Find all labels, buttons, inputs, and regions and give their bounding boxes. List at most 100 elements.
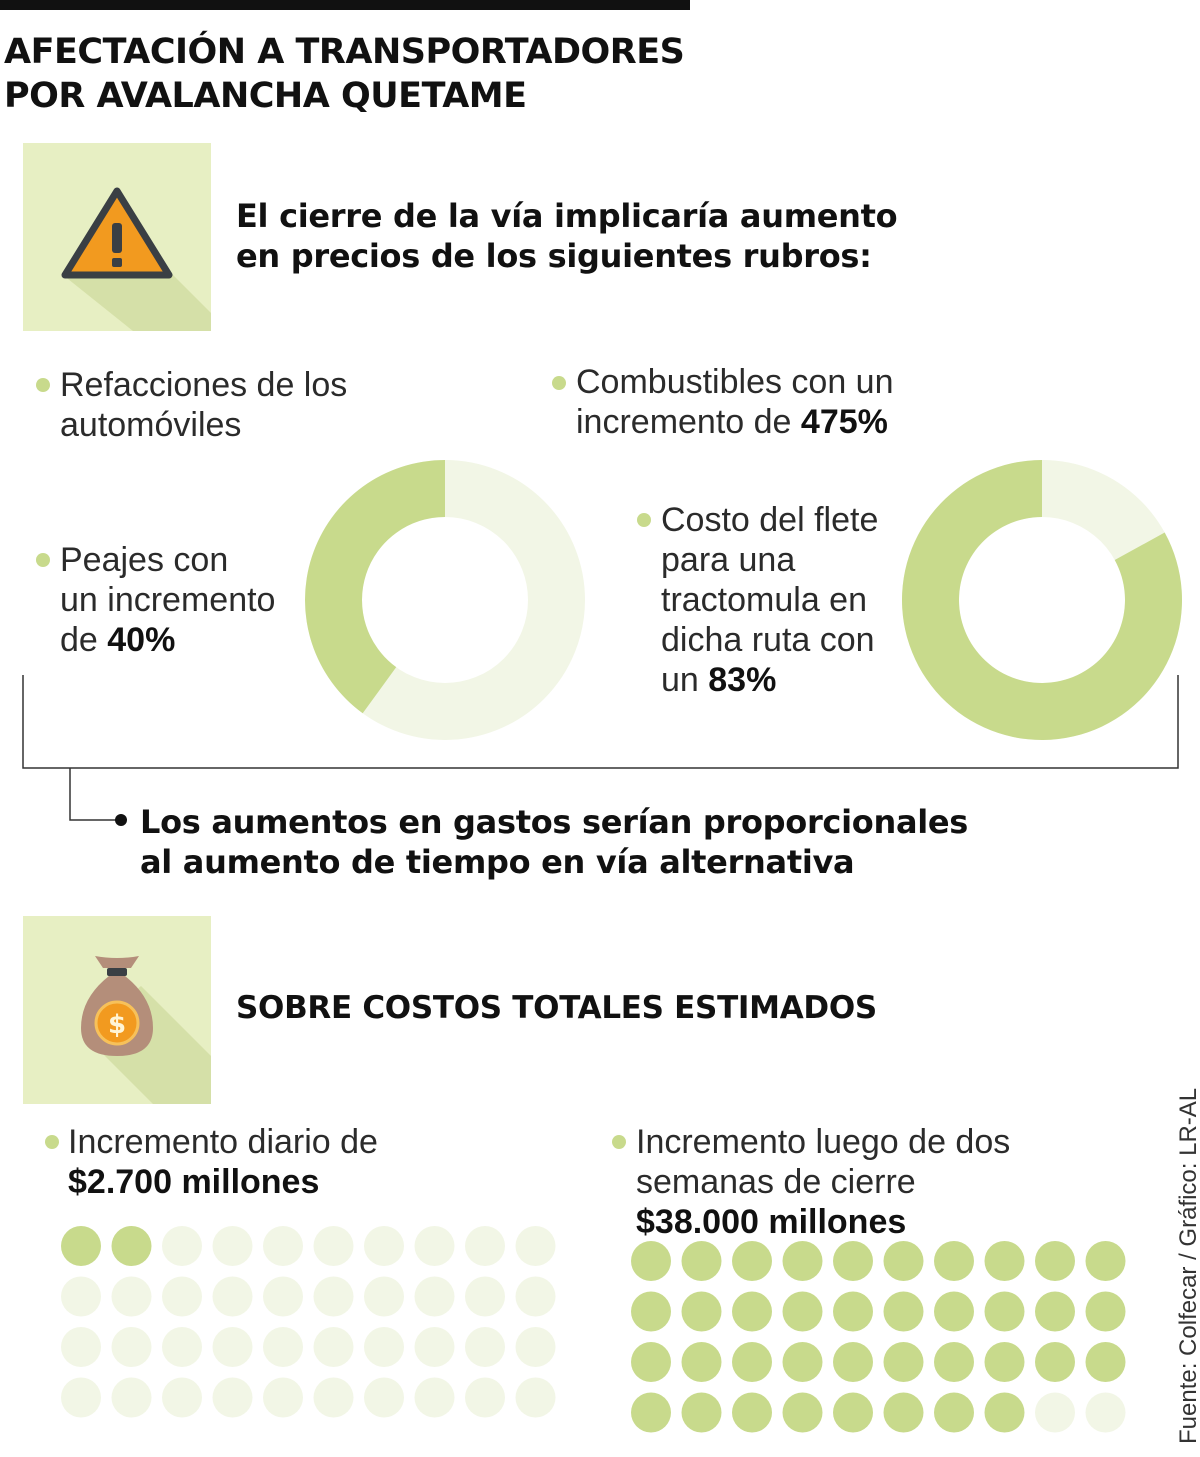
grid-dot-empty: [313, 1276, 354, 1317]
grid-dot-empty: [1085, 1392, 1126, 1433]
grid-dot-filled: [631, 1241, 671, 1281]
cost-daily: Incremento diario de $2.700 millones: [68, 1122, 378, 1202]
grid-dot-empty: [111, 1327, 152, 1367]
grid-dot-filled: [681, 1342, 722, 1382]
grid-dot-empty: [515, 1377, 556, 1418]
grid-dot-filled: [631, 1291, 671, 1332]
top-rule: [0, 0, 690, 10]
grid-dot-empty: [313, 1327, 354, 1367]
grid-dot-filled: [681, 1291, 722, 1332]
item-combustibles-value: 475%: [800, 403, 888, 441]
section2-heading: SOBRE COSTOS TOTALES ESTIMADOS: [236, 990, 877, 1026]
item-flete-line-4: dicha ruta con: [661, 621, 875, 659]
grid-dot-empty: [212, 1327, 253, 1367]
grid-dot-filled: [833, 1241, 873, 1281]
grid-dot-empty: [212, 1226, 253, 1266]
item-refacciones-line-2: automóviles: [60, 406, 242, 444]
svg-text:$: $: [108, 1010, 126, 1040]
grid-dot-empty: [313, 1377, 354, 1418]
grid-dot-filled: [732, 1392, 772, 1433]
item-flete-line-3: tractomula en: [661, 581, 867, 619]
grid-dot-filled: [1085, 1342, 1126, 1382]
grid-dot-filled: [782, 1241, 823, 1281]
item-combustibles-line-2: incremento de 475%: [576, 402, 894, 442]
grid-dot-empty: [263, 1327, 303, 1367]
grid-dot-filled: [111, 1226, 152, 1266]
money-bag-icon: $: [81, 956, 211, 1104]
cost-two-weeks: Incremento luego de dos semanas de cierr…: [636, 1122, 1010, 1242]
title-line-2: POR AVALANCHA QUETAME: [4, 76, 527, 116]
donut-slice-value: [902, 460, 1182, 740]
summary-line-2: al aumento de tiempo en vía alternativa: [140, 843, 855, 881]
item-peajes-line-1: Peajes con: [60, 541, 229, 579]
item-flete-line-5: un 83%: [661, 660, 878, 700]
grid-dot-filled: [833, 1342, 873, 1382]
grid-dot-empty: [465, 1377, 505, 1418]
grid-dot-empty: [162, 1226, 202, 1266]
grid-dot-empty: [364, 1226, 404, 1266]
item-combustibles-line-2-text: incremento de: [576, 403, 801, 441]
title-line-1: AFECTACIÓN A TRANSPORTADORES: [4, 32, 685, 72]
item-flete: Costo del flete para una tractomula en d…: [661, 500, 878, 700]
grid-dot-filled: [681, 1241, 722, 1281]
bullet-dot: [36, 378, 50, 392]
grid-dot-empty: [465, 1226, 505, 1266]
item-flete-value: 83%: [708, 661, 777, 699]
summary-line-1: Los aumentos en gastos serían proporcion…: [140, 803, 969, 841]
donut-chart-peajes: [305, 460, 585, 740]
item-peajes-line-3-text: de: [60, 621, 108, 659]
grid-dot-filled: [782, 1291, 823, 1332]
grid-dot-filled: [1035, 1291, 1075, 1332]
grid-dot-empty: [162, 1276, 202, 1317]
grid-dot-filled: [934, 1291, 974, 1332]
cost-two-weeks-value: $38.000 millones: [636, 1203, 907, 1241]
grid-dot-empty: [263, 1377, 303, 1418]
grid-dot-empty: [414, 1327, 455, 1367]
grid-dot-filled: [1085, 1241, 1126, 1281]
grid-dot-filled: [934, 1392, 974, 1433]
grid-dot-filled: [732, 1291, 772, 1332]
source-credit: Fuente: Colfecar / Gráfico: LR-AL: [1175, 1087, 1200, 1444]
grid-dot-filled: [833, 1291, 873, 1332]
grid-dot-empty: [212, 1276, 253, 1317]
section1-heading-line-2: en precios de los siguientes rubros:: [236, 237, 872, 275]
grid-dot-filled: [883, 1342, 924, 1382]
grid-dot-filled: [984, 1392, 1025, 1433]
cost-daily-line-1: Incremento diario de: [68, 1123, 378, 1161]
grid-dot-empty: [61, 1327, 101, 1367]
summary-text: Los aumentos en gastos serían proporcion…: [140, 802, 968, 882]
grid-dot-filled: [984, 1291, 1025, 1332]
grid-dot-filled: [631, 1392, 671, 1433]
item-refacciones-line-1: Refacciones de los: [60, 366, 348, 404]
bullet-dot: [36, 553, 50, 567]
grid-dot-empty: [364, 1276, 404, 1317]
item-flete-line-1: Costo del flete: [661, 501, 879, 539]
item-combustibles-line-1: Combustibles con un: [576, 363, 894, 401]
grid-dot-filled: [984, 1241, 1025, 1281]
grid-dot-filled: [61, 1226, 101, 1266]
grid-dot-empty: [111, 1276, 152, 1317]
money-bag-icon-box: $: [23, 916, 211, 1104]
donut-slice-value: [305, 460, 445, 714]
grid-dot-empty: [61, 1276, 101, 1317]
warning-icon-box: [23, 143, 211, 331]
grid-dot-filled: [934, 1342, 974, 1382]
donut-chart-flete: [902, 460, 1182, 740]
grid-dot-filled: [782, 1392, 823, 1433]
item-peajes-value: 40%: [107, 621, 176, 659]
bullet-dot: [552, 376, 566, 390]
grid-dot-filled: [833, 1392, 873, 1433]
grid-dot-filled: [934, 1241, 974, 1281]
item-peajes: Peajes con un incremento de 40%: [60, 540, 275, 660]
grid-dot-empty: [162, 1327, 202, 1367]
item-combustibles: Combustibles con un incremento de 475%: [576, 362, 894, 442]
warning-icon: [61, 187, 211, 331]
grid-dot-empty: [313, 1226, 354, 1266]
grid-dot-filled: [1085, 1291, 1126, 1332]
grid-dot-empty: [414, 1276, 455, 1317]
grid-dot-empty: [364, 1327, 404, 1367]
grid-dot-empty: [414, 1226, 455, 1266]
grid-dot-empty: [515, 1276, 556, 1317]
grid-dot-filled: [681, 1392, 722, 1433]
grid-dot-filled: [883, 1291, 924, 1332]
